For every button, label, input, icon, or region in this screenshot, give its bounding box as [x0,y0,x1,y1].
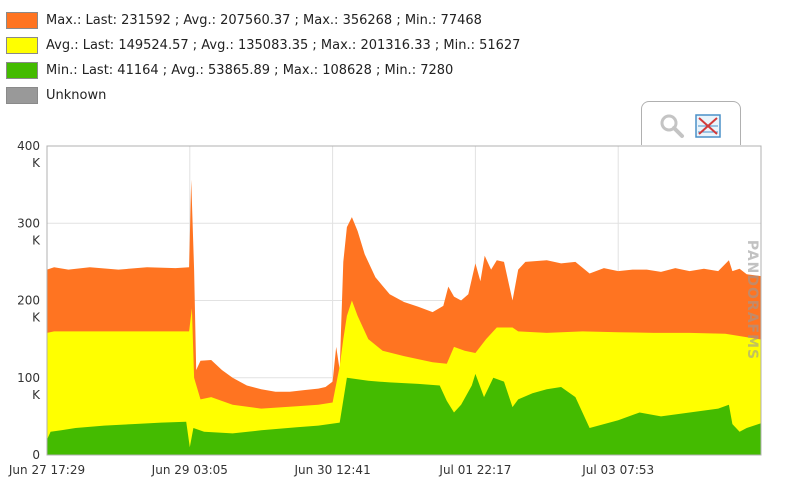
reset-zoom-icon[interactable] [694,112,722,140]
y-tick-label-2-1: K [32,311,41,325]
y-tick-label-4-0: 400 [17,139,40,153]
legend-item-unknown[interactable]: Unknown [6,83,520,108]
y-tick-label-0-0: 0 [32,448,40,462]
zoom-icon[interactable] [658,112,686,140]
y-tick-label-3-0: 300 [17,216,40,230]
y-tick-label-2-0: 200 [17,294,40,308]
legend: Max.: Last: 231592 ; Avg.: 207560.37 ; M… [6,8,520,108]
x-tick-label-1: Jun 29 03:05 [151,463,228,477]
legend-swatch-unknown [6,87,38,104]
legend-label-max: Max.: Last: 231592 ; Avg.: 207560.37 ; M… [46,13,482,28]
plot-border [46,145,762,456]
series-areas [46,145,762,456]
watermark-text: PANDORAFMS [744,240,760,360]
x-tick-label-4: Jul 03 07:53 [581,463,654,477]
legend-label-min: Min.: Last: 41164 ; Avg.: 53865.89 ; Max… [46,63,454,78]
series-area-min [47,373,761,455]
legend-label-unknown: Unknown [46,88,107,103]
legend-swatch-min [6,62,38,79]
x-tick-label-2: Jun 30 12:41 [293,463,370,477]
x-tick-label-3: Jul 01 22:17 [438,463,511,477]
y-tick-label-4-1: K [32,156,41,170]
chart-toolbar [641,101,741,145]
y-axis-ticks: 0 100 K 200 K 300 K 400 K [17,139,41,462]
legend-label-avg: Avg.: Last: 149524.57 ; Avg.: 135083.35 … [46,38,521,53]
x-axis-ticks: Jun 27 17:29 Jun 29 03:05 Jun 30 12:41 Jul … [8,463,654,477]
legend-swatch-avg [6,37,38,54]
legend-item-avg[interactable]: Avg.: Last: 149524.57 ; Avg.: 135083.35 … [6,33,520,58]
legend-item-min[interactable]: Min.: Last: 41164 ; Avg.: 53865.89 ; Max… [6,58,520,83]
legend-item-max[interactable]: Max.: Last: 231592 ; Avg.: 207560.37 ; M… [6,8,520,33]
y-tick-label-3-1: K [32,233,41,247]
y-tick-label-1-1: K [32,388,41,402]
x-tick-label-0: Jun 27 17:29 [8,463,85,477]
legend-swatch-max [6,12,38,29]
y-tick-label-1-0: 100 [17,371,40,385]
